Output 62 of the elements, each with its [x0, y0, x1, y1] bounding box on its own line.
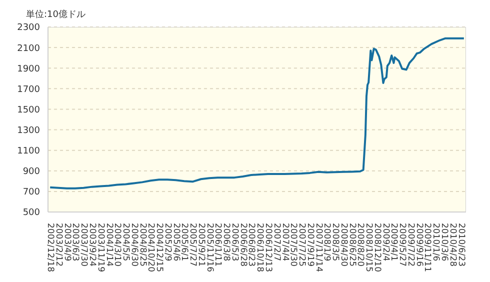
- x-tick-label: 2007/2/7: [271, 223, 282, 262]
- x-tick-label: 2003/7/30: [78, 223, 89, 267]
- x-tick-label: 2002/12/18: [45, 223, 56, 272]
- x-tick-label: 2005/6/1: [179, 223, 190, 262]
- x-tick-label: 2009/11/11: [422, 223, 432, 272]
- x-tick-label: 2010/3/6: [439, 223, 449, 262]
- y-tick-label: 500: [22, 208, 40, 218]
- x-tick-label: 2009/9/16: [414, 223, 424, 267]
- x-tick-label: 2007/11/14: [313, 223, 324, 272]
- x-tick-label: 2003/2/12: [53, 223, 64, 267]
- x-tick-label: 2004/6/30: [128, 223, 139, 267]
- x-tick-label: 2009/2/4: [380, 223, 390, 262]
- x-tick-label: 2007/5/30: [288, 223, 298, 267]
- x-tick-label: 2006/8/23: [246, 223, 256, 267]
- x-tick-label: 2007/9/19: [304, 223, 315, 267]
- line-series: [49, 37, 465, 190]
- x-tick-label: 2004/5/5: [120, 223, 131, 262]
- x-tick-label: 2003/6/3: [70, 223, 80, 262]
- y-tick-label: 900: [22, 167, 40, 178]
- x-tick-label: 2006/5/3: [229, 223, 240, 262]
- x-tick-label: 2007/4/4: [280, 223, 290, 262]
- x-tick-label: 2004/10/20: [146, 223, 156, 272]
- x-tick-label: 2005/2/9: [162, 223, 172, 262]
- x-tick-label: 2005/7/27: [188, 223, 198, 267]
- x-tick-label: 2005/9/21: [196, 223, 206, 267]
- x-tick-label: 2006/1/11: [212, 223, 223, 267]
- x-tick-label: 2006/10/18: [254, 223, 265, 272]
- x-tick-label: 2009/4/1: [388, 223, 399, 262]
- x-tick-label: 2006/12/13: [263, 223, 273, 272]
- y-tick-label: 1700: [17, 84, 40, 95]
- y-tick-label: 1300: [17, 126, 40, 136]
- x-tick-label: 2009/5/27: [397, 223, 408, 267]
- x-tick-label: 2005/11/16: [204, 223, 214, 272]
- x-tick-label: 2010/4/28: [447, 223, 458, 267]
- x-tick-label: 2007/7/25: [296, 223, 307, 267]
- y-tick-label: 1100: [17, 146, 40, 157]
- x-tick-label: 2008/8/20: [355, 223, 366, 267]
- x-tick-label: 2008/3/5: [330, 223, 340, 262]
- y-axis-title: 単位:10億ドル: [26, 8, 86, 21]
- x-tick-label: 2004/3/10: [112, 223, 122, 267]
- y-tick-label: 2100: [17, 44, 40, 54]
- x-tick-label: 2006/6/28: [238, 223, 248, 267]
- x-tick-label: 2003/11/19: [95, 223, 106, 272]
- y-tick-label: 2300: [17, 23, 40, 34]
- x-tick-label: 2003/9/24: [87, 223, 97, 267]
- x-tick-label: 2008/6/25: [346, 223, 357, 267]
- y-tick-label: 700: [22, 188, 40, 198]
- x-tick-label: 2003/4/9: [62, 223, 72, 262]
- y-tick-label: 1900: [17, 64, 40, 74]
- x-tick-label: 2004/1/14: [104, 223, 114, 267]
- x-tick-label: 2004/12/15: [154, 223, 164, 272]
- x-tick-label: 2008/1/9: [322, 223, 332, 262]
- x-tick-label: 2008/10/15: [364, 223, 374, 272]
- x-tick-label: 2010/1/6: [430, 223, 441, 262]
- x-tick-label: 2005/4/6: [170, 223, 181, 262]
- x-tick-label: 2004/8/25: [137, 223, 148, 267]
- x-tick-label: 2009/7/22: [405, 223, 416, 267]
- x-tick-label: 2010/6/23: [456, 223, 466, 267]
- y-tick-label: 1500: [17, 105, 40, 116]
- x-tick-label: 2008/12/10: [372, 223, 382, 272]
- x-tick-label: 2006/3/8: [221, 223, 232, 262]
- x-tick-label: 2008/4/30: [338, 223, 348, 267]
